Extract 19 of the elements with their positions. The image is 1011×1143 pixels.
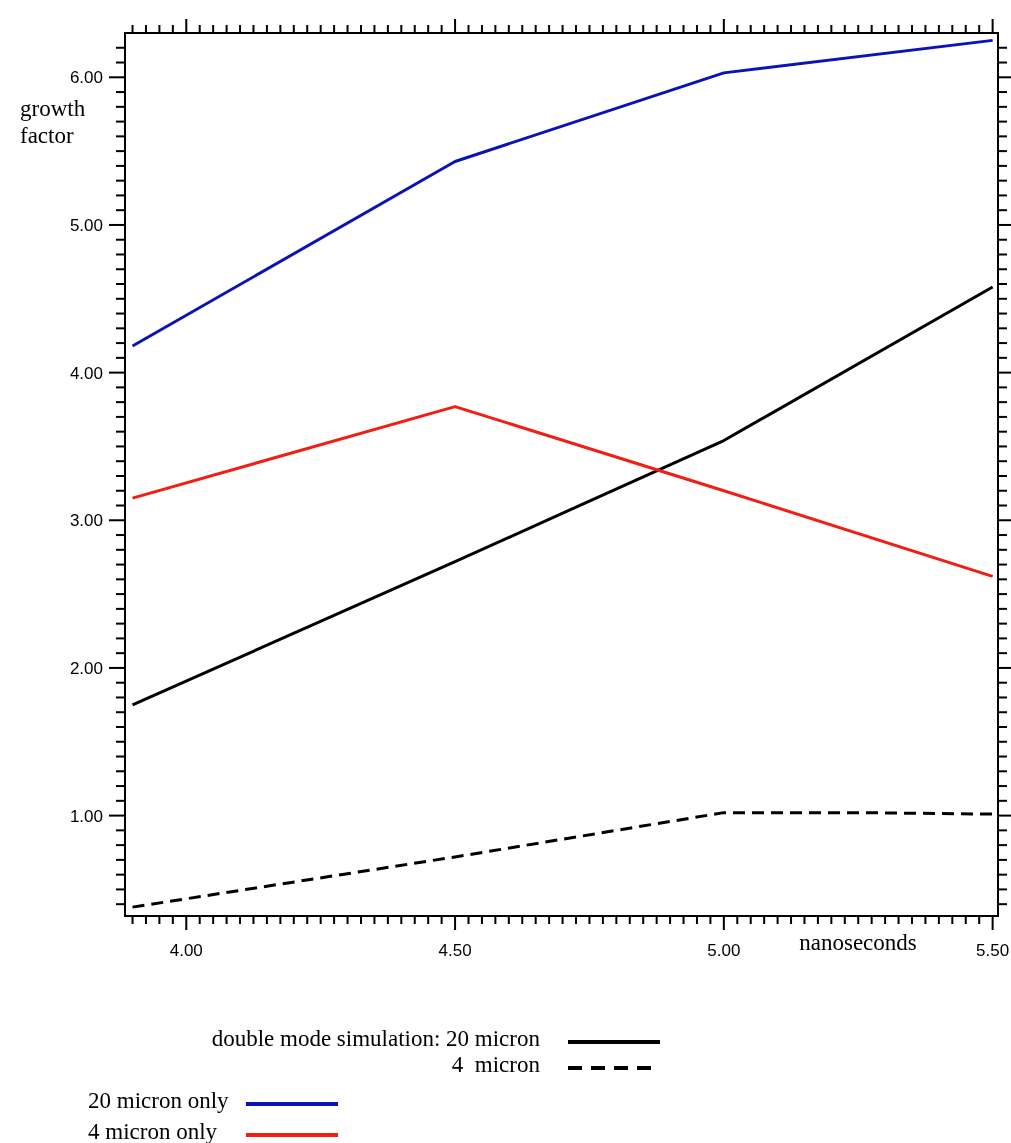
y-tick-label: 4.00 [69,363,103,383]
line-series [131,285,995,707]
x-tick-label: 4.50 [438,941,472,960]
legend-label: double mode simulation: 20 micron [211,1026,541,1051]
y-tick-label: 5.00 [69,215,103,235]
line-series [131,811,995,909]
line-series [131,38,995,348]
y-tick-label: 2.00 [69,658,103,678]
legend-label: 4 micron [451,1052,541,1077]
y-tick-label: 3.00 [69,511,103,531]
x-tick-label: 4.00 [169,941,203,960]
y-tick-label: 6.00 [69,68,103,88]
x-axis-title: nanoseconds [799,930,917,955]
x-tick-label: 5.50 [976,941,1010,960]
legend-label: 20 micron only [88,1088,230,1113]
line-series [131,405,995,578]
y-axis-title: growth factor [20,96,86,148]
y-tick-label: 1.00 [69,806,103,826]
x-tick-label: 5.00 [707,941,741,960]
